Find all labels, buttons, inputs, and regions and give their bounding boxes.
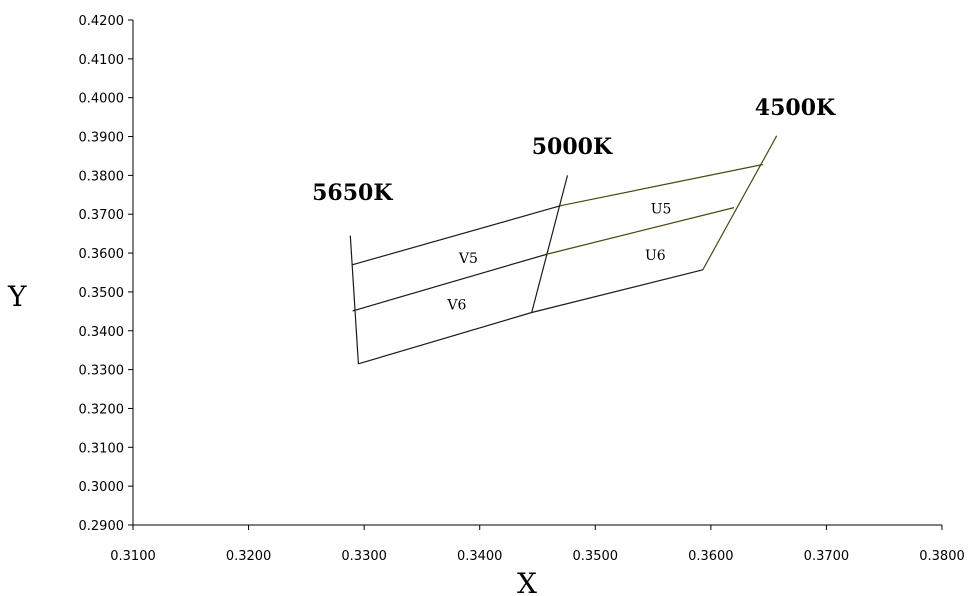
x-axis-title: X [517,567,537,596]
y-tick-label: 0.4000 [79,92,125,107]
x-ticks: 0.3100 0.3200 0.3300 0.3400 0.3500 0.3600 0.37… [110,525,965,564]
y-tick-label: 0.3700 [79,208,125,223]
bin-line-top [352,205,561,266]
bin-lines [349,135,778,365]
x-tick-label: 0.3600 [688,549,734,564]
bin-line-bottom [358,269,703,365]
y-ticks: 0.2900 0.3000 0.3100 0.3200 0.3300 0.3400 0.35… [79,14,133,534]
x-tick-label: 0.3100 [110,549,156,564]
y-tick-label: 0.3800 [79,169,125,184]
x-tick-label: 0.3300 [341,549,387,564]
cct-label: 4500K [755,95,836,121]
annotations: 5650K 5000K 4500K V5 V6 U5 U6 [312,95,836,313]
y-tick-label: 0.3400 [79,325,125,340]
y-tick-label: 0.3200 [79,402,125,417]
bin-region-label: U5 [651,201,672,217]
x-tick-label: 0.3200 [226,549,272,564]
bin-line-middle [352,253,547,312]
y-tick-label: 0.3900 [79,131,125,146]
y-tick-label: 0.2900 [79,519,125,534]
y-axis-title: Y [7,280,27,313]
cct-label: 5000K [532,134,613,160]
y-tick-label: 0.4200 [79,14,125,29]
bin-line-cct-5000K [531,175,569,313]
bin-line-middle-warm [546,207,735,255]
axes [132,20,942,526]
y-tick-label: 0.4100 [79,53,125,68]
x-tick-label: 0.3400 [457,549,503,564]
bin-region-label: U6 [645,248,666,264]
bin-line-cct-5650K [349,235,359,364]
y-tick-label: 0.3300 [79,364,125,379]
x-tick-label: 0.3800 [919,549,965,564]
bin-line-top-warm [560,163,763,207]
y-tick-label: 0.3000 [79,480,125,495]
y-tick-label: 0.3100 [79,441,125,456]
y-tick-label: 0.3500 [79,286,125,301]
bin-line-cct-4500K [702,135,778,271]
x-tick-label: 0.3500 [573,549,619,564]
bin-region-label: V5 [458,251,478,267]
x-tick-label: 0.3700 [804,549,850,564]
y-tick-label: 0.3600 [79,247,125,262]
bin-region-label: V6 [446,297,466,313]
cct-label: 5650K [312,180,393,206]
